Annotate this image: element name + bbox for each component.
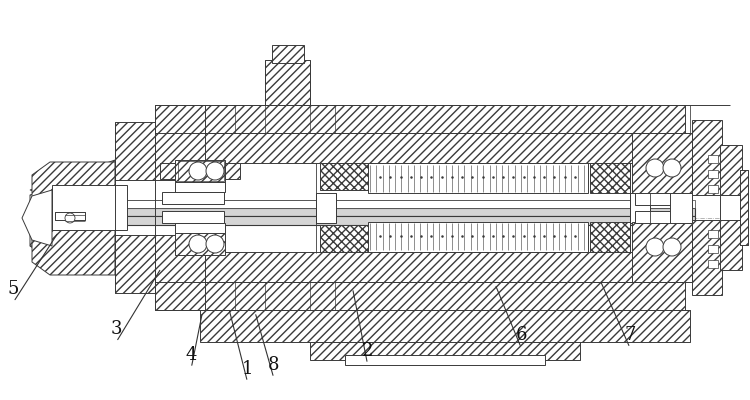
Bar: [110, 218, 680, 223]
Bar: [310, 342, 580, 360]
Bar: [52, 185, 127, 230]
Circle shape: [646, 159, 664, 177]
Bar: [175, 182, 225, 192]
Text: 1: 1: [242, 360, 254, 378]
Text: 2: 2: [362, 342, 374, 360]
Bar: [155, 235, 205, 310]
Circle shape: [663, 238, 681, 256]
Bar: [115, 122, 155, 180]
Bar: [316, 193, 336, 223]
Bar: [160, 163, 175, 179]
Circle shape: [663, 159, 681, 177]
Bar: [265, 60, 310, 105]
Bar: [368, 163, 588, 193]
Bar: [740, 170, 748, 245]
Bar: [635, 193, 690, 205]
Bar: [105, 200, 695, 208]
Bar: [708, 185, 718, 193]
Bar: [155, 270, 685, 282]
Bar: [720, 195, 742, 220]
Text: 7: 7: [624, 326, 636, 344]
Circle shape: [189, 162, 207, 180]
Text: 8: 8: [268, 356, 280, 374]
Bar: [155, 133, 685, 145]
Bar: [190, 252, 670, 282]
Bar: [740, 170, 748, 245]
Bar: [320, 225, 370, 252]
Circle shape: [189, 235, 207, 253]
Bar: [692, 120, 722, 195]
Bar: [190, 133, 670, 163]
Bar: [105, 208, 695, 216]
Bar: [692, 220, 722, 295]
Polygon shape: [30, 170, 115, 246]
Bar: [110, 205, 680, 218]
Bar: [175, 160, 225, 182]
Bar: [115, 235, 155, 293]
Circle shape: [646, 238, 664, 256]
Bar: [225, 163, 240, 179]
Bar: [708, 230, 718, 238]
Circle shape: [206, 162, 224, 180]
Bar: [200, 310, 690, 342]
Bar: [105, 216, 695, 225]
Bar: [720, 220, 742, 270]
Bar: [590, 222, 630, 252]
Bar: [55, 212, 85, 220]
Bar: [708, 260, 718, 268]
Bar: [178, 161, 224, 181]
Bar: [670, 193, 692, 223]
Bar: [720, 145, 742, 195]
Bar: [162, 192, 224, 204]
Polygon shape: [22, 190, 52, 246]
Bar: [320, 163, 370, 190]
Bar: [635, 211, 690, 223]
Text: 5: 5: [8, 280, 20, 298]
Polygon shape: [30, 160, 115, 195]
Bar: [175, 223, 225, 233]
Bar: [368, 222, 588, 252]
Bar: [55, 212, 85, 220]
Circle shape: [206, 235, 224, 253]
Bar: [708, 155, 718, 163]
Polygon shape: [32, 162, 115, 275]
Bar: [155, 105, 205, 180]
Bar: [345, 355, 545, 365]
Circle shape: [65, 213, 75, 223]
Bar: [632, 133, 692, 193]
Bar: [632, 222, 692, 282]
Text: 4: 4: [185, 346, 197, 364]
Bar: [175, 233, 225, 255]
Bar: [110, 200, 680, 205]
Bar: [590, 163, 630, 193]
Text: 3: 3: [110, 320, 122, 338]
Bar: [155, 282, 685, 310]
Bar: [272, 45, 304, 63]
Bar: [162, 211, 224, 223]
Polygon shape: [30, 240, 115, 260]
Bar: [708, 170, 718, 178]
Bar: [708, 245, 718, 253]
Bar: [155, 105, 685, 133]
Bar: [630, 193, 650, 223]
Text: 6: 6: [515, 326, 527, 344]
